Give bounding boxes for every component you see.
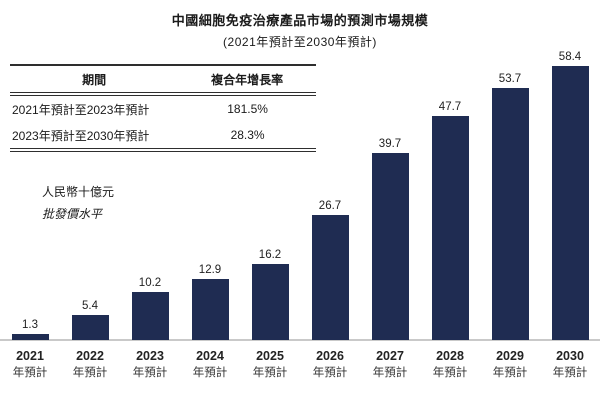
cagr-table-row: 2023年預計至2030年預計 28.3% xyxy=(10,122,316,148)
bar xyxy=(551,65,589,340)
x-tick-label: 2022 年預計 xyxy=(73,340,108,400)
bar-column: 10.2 2023 年預計 xyxy=(120,46,180,400)
x-tick-label: 2023 年預計 xyxy=(133,340,168,400)
x-tick-year: 2027 xyxy=(376,349,404,363)
cagr-value-cell: 28.3% xyxy=(230,128,265,142)
x-tick-suffix: 年預計 xyxy=(492,367,528,379)
bar xyxy=(131,292,169,340)
x-tick-year: 2030 xyxy=(556,349,584,363)
bar-column: 16.2 2025 年預計 xyxy=(240,46,300,400)
x-tick-suffix: 年預計 xyxy=(432,367,468,379)
bar xyxy=(431,115,469,340)
cagr-period-cell: 2021年預計至2023年預計 xyxy=(12,102,150,117)
x-tick-label: 2025 年預計 xyxy=(253,340,288,400)
axis-unit-notes: 人民幣十億元 批發價水平 xyxy=(42,181,114,225)
x-tick-label: 2028 年預計 xyxy=(433,340,468,400)
x-tick-year: 2026 xyxy=(316,349,344,363)
bar-value-label: 47.7 xyxy=(438,100,462,113)
bar-column: 58.4 2030 年預計 xyxy=(540,46,600,400)
bar xyxy=(251,263,289,340)
bar xyxy=(11,333,49,340)
x-tick-suffix: 年預計 xyxy=(132,367,168,379)
x-tick-label: 2027 年預計 xyxy=(373,340,408,400)
chart-subtitle: (2021年預計至2030年預計) xyxy=(223,35,377,49)
x-tick-suffix: 年預計 xyxy=(552,367,588,379)
cagr-table-header-period: 期間 xyxy=(82,72,107,87)
bar xyxy=(311,214,349,340)
x-tick-suffix: 年預計 xyxy=(192,367,228,379)
bar-column: 26.7 2026 年預計 xyxy=(300,46,360,400)
x-tick-year: 2022 xyxy=(76,349,104,363)
bar-column: 12.9 2024 年預計 xyxy=(180,46,240,400)
cagr-period-cell: 2023年預計至2030年預計 xyxy=(12,128,150,143)
bar-value-label: 58.4 xyxy=(558,50,582,63)
bar xyxy=(371,153,409,340)
x-tick-label: 2024 年預計 xyxy=(193,340,228,400)
x-tick-year: 2028 xyxy=(436,349,464,363)
bar-value-label: 12.9 xyxy=(198,264,222,277)
bar-column: 5.4 2022 年預計 xyxy=(60,46,120,400)
x-tick-year: 2025 xyxy=(256,349,284,363)
bar xyxy=(191,279,229,340)
x-axis-baseline xyxy=(0,339,600,341)
cagr-table-row: 2021年預計至2023年預計 181.5% xyxy=(10,96,316,122)
bar-column: 53.7 2029 年預計 xyxy=(480,46,540,400)
bar-value-label: 53.7 xyxy=(498,72,522,85)
x-tick-suffix: 年預計 xyxy=(372,367,408,379)
x-tick-year: 2029 xyxy=(496,349,524,363)
bar-value-label: 1.3 xyxy=(22,318,38,331)
bar-value-label: 26.7 xyxy=(318,199,342,212)
axis-unit-label: 人民幣十億元 xyxy=(42,185,115,199)
chart-header: 中國細胞免疫治療產品市場的預測市場規模 (2021年預計至2030年預計) xyxy=(0,10,600,50)
x-tick-suffix: 年預計 xyxy=(252,367,288,379)
cagr-table: 期間 複合年增長率 2021年預計至2023年預計 181.5% 2023年預計… xyxy=(10,64,316,152)
x-tick-year: 2024 xyxy=(196,349,224,363)
bar-column: 47.7 2028 年預計 xyxy=(420,46,480,400)
x-tick-label: 2029 年預計 xyxy=(493,340,528,400)
x-tick-year: 2023 xyxy=(136,349,164,363)
x-tick-suffix: 年預計 xyxy=(12,367,48,379)
x-tick-suffix: 年預計 xyxy=(72,367,108,379)
cagr-table-header-cagr: 複合年增長率 xyxy=(211,72,284,87)
x-tick-suffix: 年預計 xyxy=(312,367,348,379)
bar xyxy=(71,314,109,340)
price-basis-label: 批發價水平 xyxy=(42,207,103,221)
chart-title: 中國細胞免疫治療產品市場的預測市場規模 xyxy=(171,13,429,28)
cagr-table-header-row: 期間 複合年增長率 xyxy=(10,66,316,96)
bar-value-label: 16.2 xyxy=(258,248,282,261)
bar-value-label: 39.7 xyxy=(378,138,402,151)
x-tick-year: 2021 xyxy=(16,349,44,363)
x-tick-label: 2021 年預計 xyxy=(13,340,48,400)
bar-column: 1.3 2021 年預計 xyxy=(0,46,60,400)
x-tick-label: 2026 年預計 xyxy=(313,340,348,400)
bar xyxy=(491,87,529,340)
bar-value-label: 5.4 xyxy=(82,299,98,312)
cagr-value-cell: 181.5% xyxy=(227,102,268,116)
bar-column: 39.7 2027 年預計 xyxy=(360,46,420,400)
bar-chart-plot: 1.3 2021 年預計 5.4 2022 年預計 10.2 2023 年預計 12.9 2024 年… xyxy=(0,46,600,400)
bar-value-label: 10.2 xyxy=(138,277,162,290)
x-tick-label: 2030 年預計 xyxy=(553,340,588,400)
